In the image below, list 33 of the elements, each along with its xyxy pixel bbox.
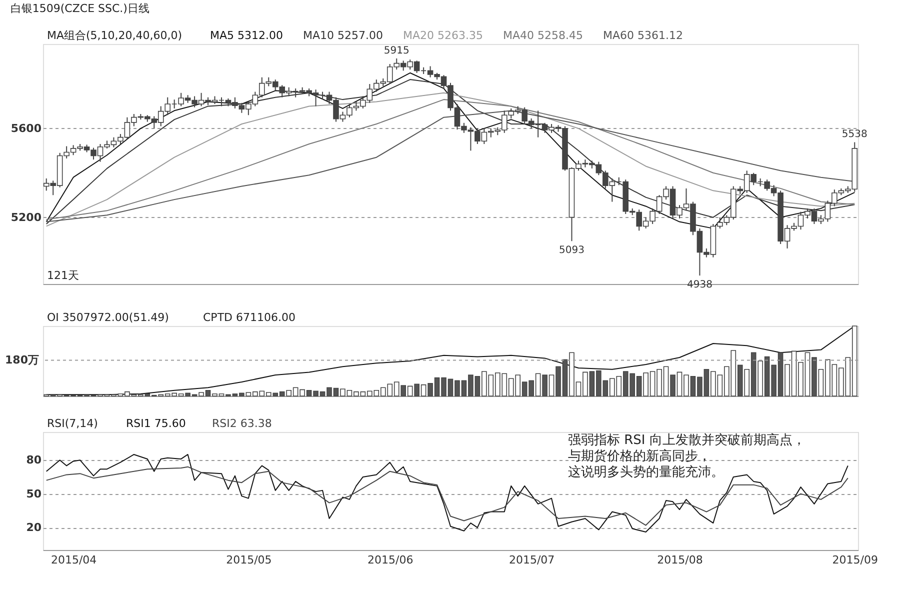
annotation: 与期货价格的新高同步， — [568, 448, 711, 464]
annotation: 5093 — [559, 245, 584, 256]
annotation: 4938 — [686, 280, 712, 291]
annotation: 强弱指标 RSI 向上发散并突破前期高点， — [568, 432, 806, 448]
text: MA40 5258.45 — [503, 29, 583, 42]
ref-line-label: 180万 — [5, 353, 39, 366]
chart-title: 白银1509(CZCE SSC.)日线 — [10, 2, 150, 15]
annotation: 这说明多头势的量能充沛。 — [568, 465, 724, 480]
y-tick-label: 5600 — [10, 122, 42, 135]
y-tick-label: 20 — [26, 521, 42, 534]
text: MA20 5263.35 — [403, 29, 483, 42]
annotation: 5538 — [842, 129, 868, 140]
text: MA10 5257.00 — [303, 29, 383, 42]
y-tick-label: 5200 — [10, 210, 42, 224]
text: OI 3507972.00(51.49) — [47, 311, 169, 324]
text: RSI(7,14) — [47, 417, 98, 430]
y-tick-label: 80 — [26, 454, 42, 467]
x-tick-label: 2015/07 — [508, 554, 555, 566]
text: MA组合(5,10,20,40,60,0) — [47, 29, 182, 42]
text: RSI2 63.38 — [212, 417, 272, 430]
x-tick-label: 2015/06 — [368, 554, 414, 566]
x-tick-label: 2015/08 — [657, 554, 703, 566]
text: MA5 5312.00 — [210, 29, 283, 42]
annotation: 121天 — [47, 269, 79, 282]
x-tick-label: 2015/09 — [832, 554, 878, 566]
y-tick-label: 50 — [26, 487, 42, 500]
text: CPTD 671106.00 — [203, 311, 296, 324]
line-series — [46, 466, 848, 526]
text: RSI1 75.60 — [126, 417, 186, 430]
x-tick-label: 2015/05 — [226, 554, 272, 566]
annotation: 5915 — [384, 45, 410, 56]
x-tick-label: 2015/04 — [50, 554, 97, 566]
text: MA60 5361.12 — [603, 29, 683, 42]
